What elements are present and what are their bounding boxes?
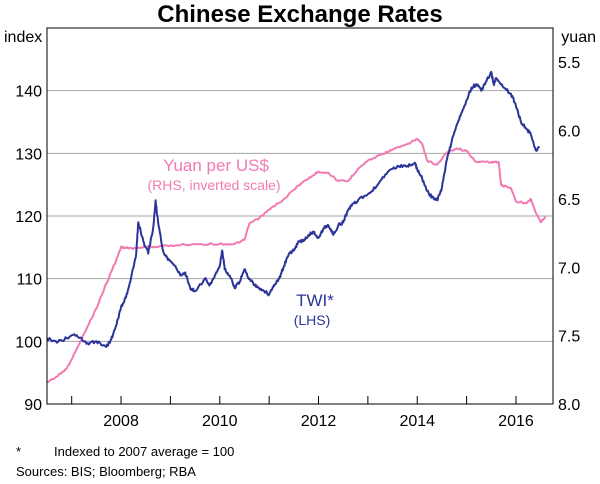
left-tick-label: 100 [15, 334, 42, 351]
yuan-series-note: (RHS, inverted scale) [147, 177, 280, 193]
left-axis-unit: index [4, 29, 42, 46]
series-lines [46, 70, 547, 384]
right-axis-ticks: 5.5 6.0 6.5 7.0 7.5 8.0 [558, 55, 580, 414]
left-tick-label: 90 [24, 397, 42, 414]
right-tick-label: 8.0 [558, 397, 580, 414]
left-tick-label: 140 [15, 84, 42, 101]
footnote-indexed: * Indexed to 2007 average = 100 [16, 444, 234, 459]
x-tick-label: 2012 [301, 413, 337, 430]
yuan-series-label: Yuan per US$ [163, 156, 269, 175]
x-tick-label: 2008 [103, 413, 139, 430]
year-boundary-ticks [71, 396, 517, 404]
twi-series-line [46, 70, 541, 348]
right-tick-label: 6.5 [558, 192, 580, 209]
left-tick-label: 130 [15, 146, 42, 163]
right-tick-label: 5.5 [558, 55, 580, 72]
twi-series-label: TWI* [296, 291, 334, 310]
left-axis-ticks: 90 100 110 120 130 140 [15, 84, 42, 414]
right-tick-label: 6.0 [558, 124, 580, 141]
footnote-indexed-text: Indexed to 2007 average = 100 [54, 444, 235, 459]
chart-title: Chinese Exchange Rates [157, 1, 442, 28]
right-tick-label: 7.5 [558, 329, 580, 346]
footnote-sources: Sources: BIS; Bloomberg; RBA [16, 464, 196, 479]
left-tick-label: 120 [15, 209, 42, 226]
twi-series-note: (LHS) [294, 312, 331, 328]
x-tick-label: 2016 [498, 413, 534, 430]
x-axis-ticks: 2008 2010 2012 2014 2016 [103, 413, 534, 430]
x-tick-label: 2010 [202, 413, 238, 430]
x-tick-label: 2014 [399, 413, 435, 430]
footnote-marker: * [16, 444, 22, 459]
plot-frame [46, 27, 554, 405]
left-tick-label: 110 [16, 272, 42, 289]
right-tick-label: 7.0 [558, 260, 580, 277]
yuan-series-line [46, 137, 547, 384]
right-axis-unit: yuan [561, 29, 596, 46]
